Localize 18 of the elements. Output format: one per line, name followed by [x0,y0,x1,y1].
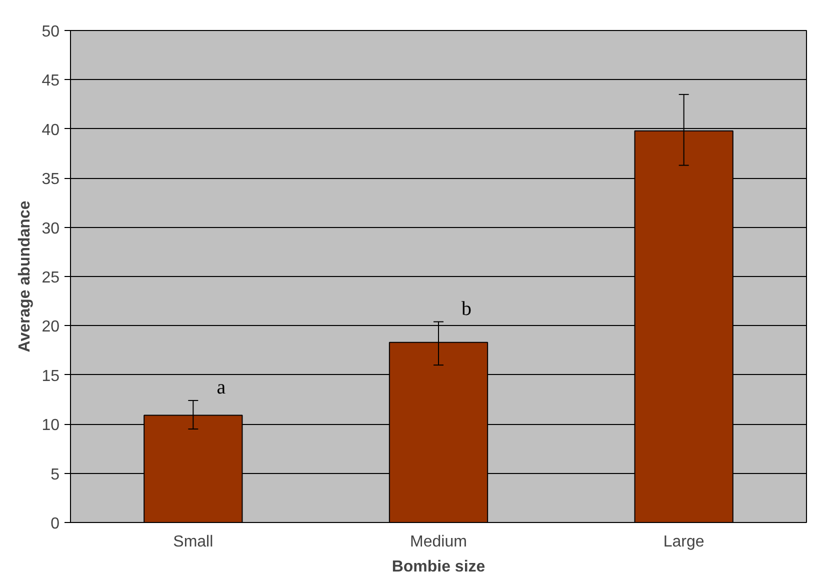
y-tick-label: 35 [42,171,60,188]
annotation: b [462,298,472,320]
y-tick-label: 45 [42,72,60,90]
y-tick-label: 5 [50,466,60,484]
x-axis-title: Bombie size [392,558,486,576]
y-tick-label: 20 [42,318,60,336]
y-tick-label: 50 [42,24,60,40]
y-tick-label: 25 [42,270,60,286]
y-tick-label: 10 [42,417,60,434]
x-tick-label: Medium [410,534,467,550]
y-tick-label: 0 [50,516,60,532]
x-tick-label: Large [663,534,704,550]
x-tick-label: Small [173,534,214,550]
y-axis-title: Average abundance [16,200,34,352]
y-tick-label: 30 [42,220,60,238]
y-tick-label: 40 [42,122,60,139]
annotation: a [216,376,226,398]
y-tick-label: 15 [42,368,60,385]
